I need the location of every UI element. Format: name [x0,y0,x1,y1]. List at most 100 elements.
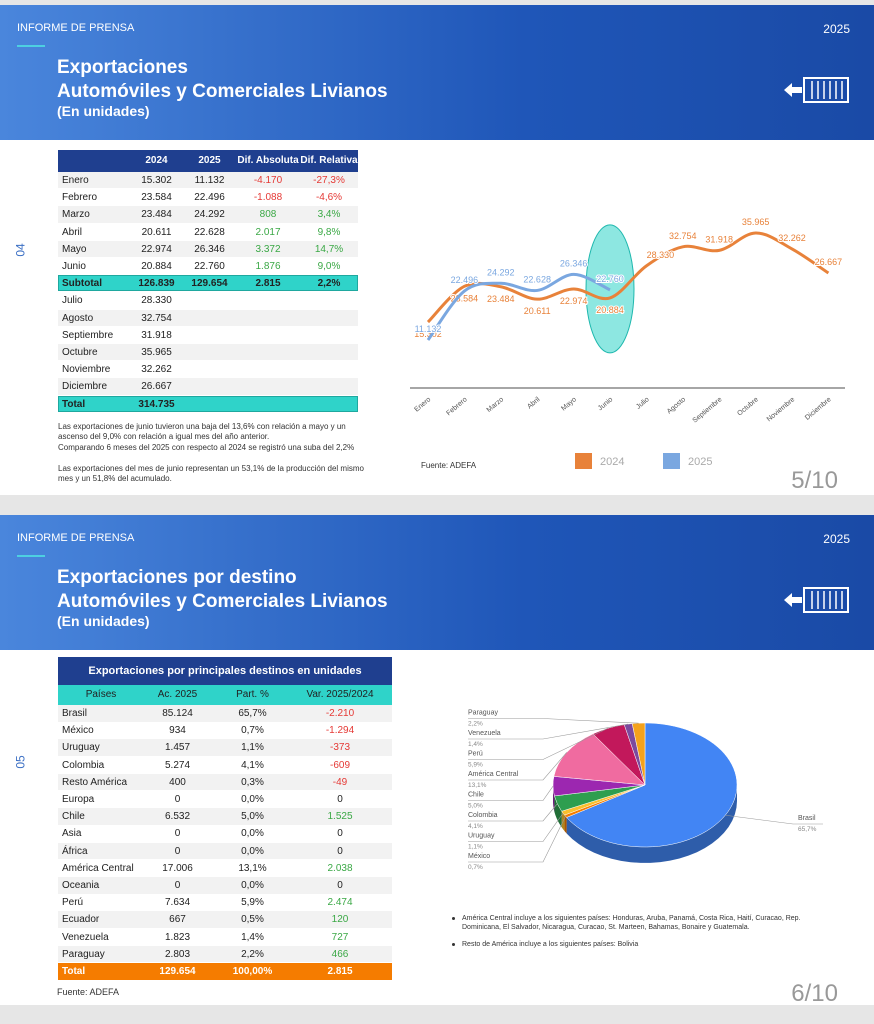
leader-line [468,723,629,740]
table-row-bg [58,395,358,412]
table-cell: 0,3% [241,776,264,788]
slide: INFORME DE PRENSA 2025 Exportaciones por d… [0,515,874,1007]
table-cell: 0 [337,794,343,805]
data-label: 35.965 [742,217,770,227]
x-tick-label: Julio [635,396,651,411]
table-row-bg [58,877,392,894]
data-label: 22.974 [560,296,588,306]
table-cell: 126.839 [138,278,175,290]
table-row-bg [58,791,392,808]
note: Las exportaciones de junio tuvieron una … [58,422,346,441]
pie-value: 5,9% [468,762,483,769]
table-cell: Ecuador [62,914,100,926]
table-cell: 14,7% [314,243,344,255]
table-cell: 400 [169,776,186,788]
table-row-bg [58,189,358,206]
table-cell: 31.918 [141,329,172,341]
table-cell: 5,9% [241,897,264,909]
table-row-bg [58,326,358,343]
data-label: 32.262 [778,233,806,243]
table-cell: 9,0% [317,261,341,272]
table-cell: Noviembre [62,364,111,376]
pie-side [564,815,567,834]
line-series [426,272,611,341]
table-cell: -49 [332,776,348,788]
pie-value: 1,4% [468,741,483,748]
table-cell: África [62,845,88,857]
x-tick-label: Noviembre [766,396,797,423]
column-header: Ac. 2025 [157,689,198,700]
table-cell: Abril [62,226,83,238]
table-cell: Resto América [62,776,128,788]
pie-value: 5,0% [468,803,483,810]
table-cell: -4,6% [315,192,343,204]
table-title: Exportaciones por principales destinos e… [88,665,362,677]
table-cell: 2,2% [241,948,264,960]
x-tick-label: Mayo [560,396,578,412]
table-cell: 13,1% [238,862,267,874]
column-header: Dif. Relativa [300,155,358,166]
subtitle: (En unidades) [57,613,150,629]
header: INFORME DE PRENSA 2025 Exportaciones Automó… [0,5,874,140]
table-row-bg [58,928,392,946]
title: Automóviles y Comerciales Livianos [57,81,388,102]
table-row-bg [58,722,392,739]
table-cell: 0,5% [241,914,264,926]
table-cell: 2.017 [255,226,281,238]
table-cell: 0 [174,845,181,857]
table-cell: 1.823 [164,931,191,943]
table-row-bg [58,172,358,189]
truck-icon [784,587,849,613]
table-cell: América Central [62,862,134,874]
table-cell: 2.815 [255,278,281,290]
table-cell: Octubre [62,347,98,358]
pie-chart: Brasil 65,7% México 0,7% Uruguay 1,1% Colombia… [468,710,823,871]
table-cell: 2.474 [327,897,353,909]
table-cell: 26.667 [141,381,172,393]
table-cell: 24.292 [194,209,225,221]
table-cell: Perú [62,897,84,909]
table-row-bg [58,756,392,774]
table-cell: 5,0% [241,811,264,823]
title: Exportaciones [57,57,188,78]
table-cell: 129.654 [191,278,228,290]
table-cell: -1.294 [325,725,355,737]
data-label: 28.330 [647,250,675,260]
data-label: 22.496 [451,275,479,285]
table-cell: 0 [337,845,343,857]
pie-slice [566,722,738,848]
table-cell: 1.876 [255,261,281,272]
table-cell: 20.884 [141,261,172,272]
table-cell: Febrero [62,192,98,204]
data-label: 22.628 [523,274,551,284]
subtitle: (En unidades) [57,103,150,119]
table-cell: 727 [331,931,349,943]
table-title-bg [58,657,392,685]
table-cell: 26.346 [194,243,225,255]
data-label: 23.484 [487,294,515,304]
table-cell: 0 [337,828,343,840]
title: Automóviles y Comerciales Livianos [57,591,388,612]
table-cell: 0,7% [241,725,264,737]
header-year: 2025 [823,22,850,36]
table-cell: 2.815 [327,966,353,977]
title: Exportaciones por destino [57,567,297,588]
table-cell: Diciembre [62,381,108,393]
table-cell: 129.654 [159,966,196,977]
note: Las exportaciones del mes de junio repre… [58,464,364,483]
pie-value: 13,1% [468,782,487,789]
table-cell: 85.124 [162,708,193,719]
table-cell: 314.735 [138,398,175,410]
table-cell: 1.457 [164,742,191,754]
table-cell: 2.038 [327,862,353,874]
table-cell: 2,2% [317,278,341,290]
table-cell: 6.532 [164,811,191,823]
table-cell: 0 [337,880,343,891]
pie-label: Chile [468,792,484,799]
table-row-bg [58,825,392,843]
table-cell: -4.170 [253,175,283,186]
leader-line [725,814,823,825]
table-row-bg [58,309,358,326]
slide: INFORME DE PRENSA 2025 Exportaciones Automó… [0,5,874,495]
table-cell: Junio [62,261,86,272]
